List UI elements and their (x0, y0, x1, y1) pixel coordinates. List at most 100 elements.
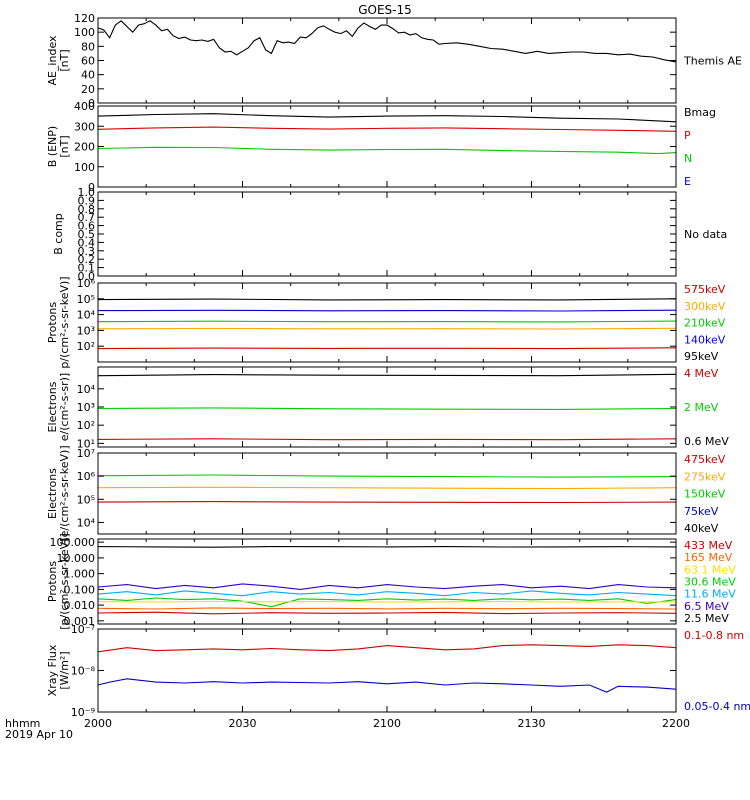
figure-title: GOES-15 (358, 3, 412, 17)
series-line (97, 600, 677, 603)
y-tick-label: 400 (74, 100, 95, 113)
panel-frame (97, 191, 677, 277)
time-axis-label-unit: hhmm (5, 717, 40, 730)
y-tick-label: 10⁻⁷ (71, 623, 95, 636)
series-line (97, 146, 677, 155)
y-tick-label: 10⁵ (77, 293, 95, 306)
legend-label: 2.5 MeV (684, 612, 729, 625)
y-axis-label: B comp (52, 213, 65, 255)
y-tick-label: 0.3 (78, 245, 96, 258)
panel-frame (97, 366, 677, 448)
y-axis-label: Electrons (46, 468, 59, 519)
series-line (97, 298, 677, 301)
panel-electrons_high: 10¹ 10² 10³ 10⁴ Electrons e/(cm²-s-sr)] 4 MeV 2… (46, 366, 729, 450)
y-tick-label: 10⁷ (77, 447, 95, 460)
legend-label: 4 MeV (684, 367, 719, 380)
y-tick-label: 0.9 (78, 194, 96, 207)
legend-label: 140keV (684, 333, 726, 346)
panel-xray: 10⁻⁹ 10⁻⁸ 10⁻⁷ Xray Flux [W/m²] 0.1-0.8 nm 0.0… (46, 623, 750, 719)
y-axis-label: Protons (46, 302, 59, 343)
panel-bfield: 0 100 200 300 400 B (ENP) [nT] Bmag PNE (46, 100, 716, 194)
y-tick-label: 100 (74, 161, 95, 174)
panel-protons_high: 0.001 0.010 0.100 1.000 10.000 100.000 Protons… (46, 533, 736, 630)
x-tick-label: 2030 (229, 717, 257, 730)
panel-frame (97, 538, 677, 625)
y-tick-label: 1.0 (78, 186, 96, 199)
y-tick-label: 10⁴ (77, 383, 96, 396)
y-tick-label: 10⁻⁹ (71, 706, 95, 719)
legend-label: 11.6 MeV (684, 588, 736, 601)
series-line (97, 607, 677, 610)
y-tick-label: 0.001 (64, 615, 96, 628)
series-line (97, 644, 677, 653)
y-axis-label: AE_index (46, 35, 59, 86)
series-line (97, 126, 677, 132)
series-line (97, 597, 677, 608)
legend-label: E (684, 175, 691, 188)
panel-bcomp: 0.00.10.20.30.40.50.60.70.80.91.0 B comp N… (52, 186, 727, 283)
panel-frame (97, 628, 677, 713)
y-tick-label: 10² (77, 340, 95, 353)
series-line (97, 678, 677, 693)
series-line (97, 347, 677, 350)
y-tick-label: 60 (81, 55, 95, 68)
y-tick-label: 0.4 (78, 236, 96, 249)
panel-electrons_low: 10⁴ 10⁵ 10⁶ 10⁷ Electrons [e/(cm²-s-sr-keV)] 4… (46, 445, 726, 541)
series-line (97, 590, 677, 597)
y-axis-label: B (ENP) (46, 126, 59, 167)
y-tick-label: 80 (81, 40, 95, 53)
y-tick-label: 10³ (77, 401, 95, 414)
series-line (97, 474, 677, 478)
y-tick-label: 20 (81, 83, 95, 96)
y-tick-label: 0.5 (78, 228, 96, 241)
y-tick-label: 10⁶ (77, 470, 96, 483)
y-tick-label: 0 (88, 181, 95, 194)
series-line (97, 309, 677, 312)
series-line (97, 373, 677, 377)
legend-label: Bmag (684, 106, 716, 119)
y-tick-label: 0.010 (64, 599, 96, 612)
x-tick-label: 2000 (84, 717, 112, 730)
series-line (97, 501, 677, 504)
series-line (97, 546, 677, 548)
y-tick-label: 200 (74, 141, 95, 154)
y-tick-label: 0.8 (78, 203, 96, 216)
legend-label: 575keV (684, 283, 726, 296)
y-axis-label: [W/m²] (58, 651, 71, 689)
legend-label: 0.05-0.4 nm (684, 700, 750, 713)
y-axis-label: e/(cm²-s-sr)] (58, 373, 71, 441)
legend-label: 30.6 MeV (684, 576, 736, 589)
time-axis-label-date: 2019 Apr 10 (5, 728, 73, 741)
y-tick-label: 0.100 (64, 583, 96, 596)
legend-label: 6.5 MeV (684, 600, 729, 613)
y-tick-label: 40 (81, 69, 95, 82)
x-tick-label: 2130 (518, 717, 546, 730)
legend-label: 0.6 MeV (684, 435, 729, 448)
y-tick-label: 10⁵ (77, 493, 95, 506)
legend-label: 433 MeV (684, 539, 733, 552)
legend-label: 165 MeV (684, 551, 733, 564)
y-axis-label: Protons (46, 561, 59, 602)
y-tick-label: 10⁴ (77, 516, 96, 529)
series-line (97, 583, 677, 590)
series-line (97, 438, 677, 441)
y-axis-label: p/(cm²-s-sr-keV)] (58, 276, 71, 368)
legend-label: 63.1 MeV (684, 563, 736, 576)
y-axis-label: Electrons (46, 381, 59, 432)
y-tick-label: 300 (74, 120, 95, 133)
legend-label: P (684, 129, 691, 142)
y-axis-label: [nT] (58, 49, 71, 71)
series-line (97, 320, 677, 323)
y-axis-label: [p/(cm²-s-sr-keV)] (58, 533, 71, 630)
y-axis-label: [nT] (58, 135, 71, 157)
legend-label: 210keV (684, 317, 726, 330)
y-tick-label: 0 (88, 97, 95, 110)
y-tick-label: 1.000 (64, 568, 96, 581)
y-tick-label: 100.000 (50, 536, 96, 549)
y-tick-label: 10² (77, 419, 95, 432)
legend-label: 95keV (684, 350, 719, 363)
series-line (97, 327, 677, 330)
